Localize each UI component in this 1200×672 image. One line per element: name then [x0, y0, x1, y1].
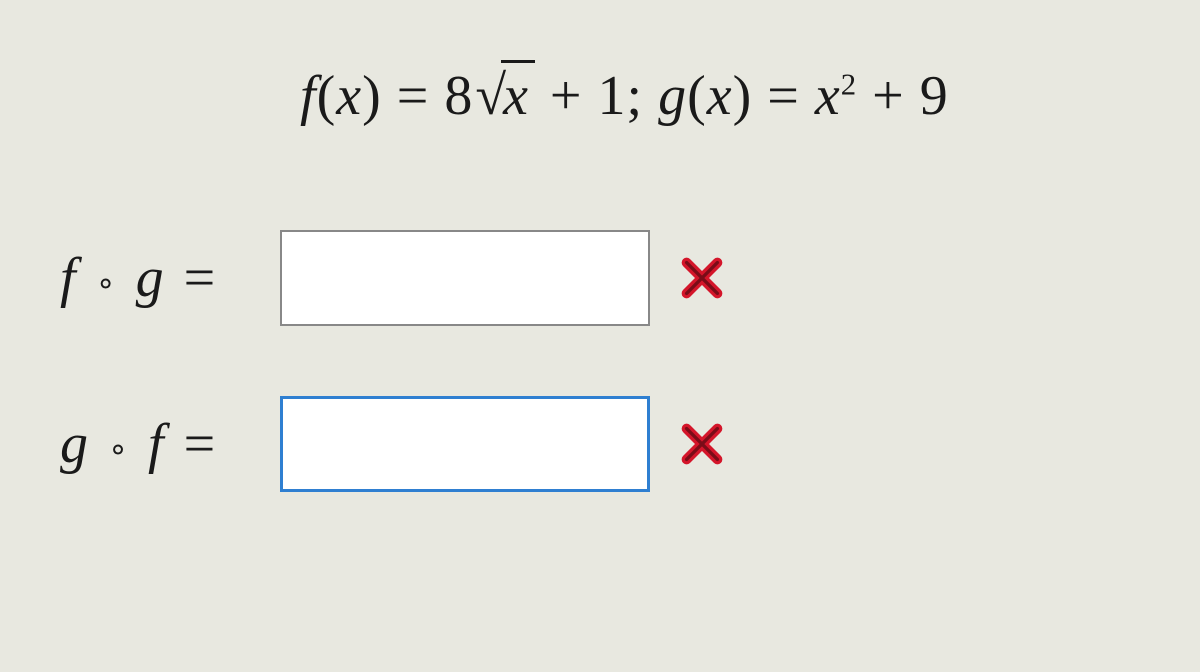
- compose-op-1: ∘: [90, 265, 122, 301]
- equals-2: =: [767, 65, 800, 127]
- incorrect-icon: [680, 256, 724, 300]
- separator: ;: [627, 65, 659, 127]
- g-exponent: 2: [841, 67, 857, 101]
- function-definitions: f(x) = 8 √x + 1; g(x) = x2 + 9: [300, 60, 1160, 130]
- equals-1: =: [397, 65, 430, 127]
- math-problem-page: f(x) = 8 √x + 1; g(x) = x2 + 9 f ∘ g =: [0, 0, 1200, 672]
- answer-rows: f ∘ g = g ∘ f =: [60, 230, 1160, 492]
- f-coeff: 8: [444, 65, 473, 127]
- answer-input-gof[interactable]: [280, 396, 650, 492]
- fn-f-arg: x: [336, 65, 362, 127]
- label-gof: g ∘ f =: [60, 412, 280, 476]
- fn-g-name: g: [658, 65, 687, 127]
- lhs-left-1: f: [60, 247, 76, 309]
- lhs-left-2: g: [60, 413, 88, 475]
- open-paren-2: (: [687, 65, 707, 127]
- incorrect-icon: [680, 422, 724, 466]
- sqrt-radicand: x: [503, 65, 529, 127]
- row-fog: f ∘ g =: [60, 230, 1160, 326]
- compose-op-2: ∘: [102, 431, 134, 467]
- lhs-right-2: f: [148, 413, 164, 475]
- fn-f-name: f: [300, 65, 317, 127]
- close-paren: ): [362, 65, 382, 127]
- open-paren: (: [317, 65, 337, 127]
- close-paren-2: ): [733, 65, 753, 127]
- equals-row-2: =: [178, 413, 216, 475]
- lhs-right-1: g: [136, 247, 164, 309]
- answer-input-fog[interactable]: [280, 230, 650, 326]
- equals-row-1: =: [178, 247, 216, 309]
- g-base: x: [815, 65, 841, 127]
- label-fog: f ∘ g =: [60, 246, 280, 310]
- row-gof: g ∘ f =: [60, 396, 1160, 492]
- fn-g-arg: x: [707, 65, 733, 127]
- sqrt-expression: √x: [473, 60, 535, 130]
- g-tail: + 9: [857, 65, 949, 127]
- f-tail: + 1: [535, 65, 627, 127]
